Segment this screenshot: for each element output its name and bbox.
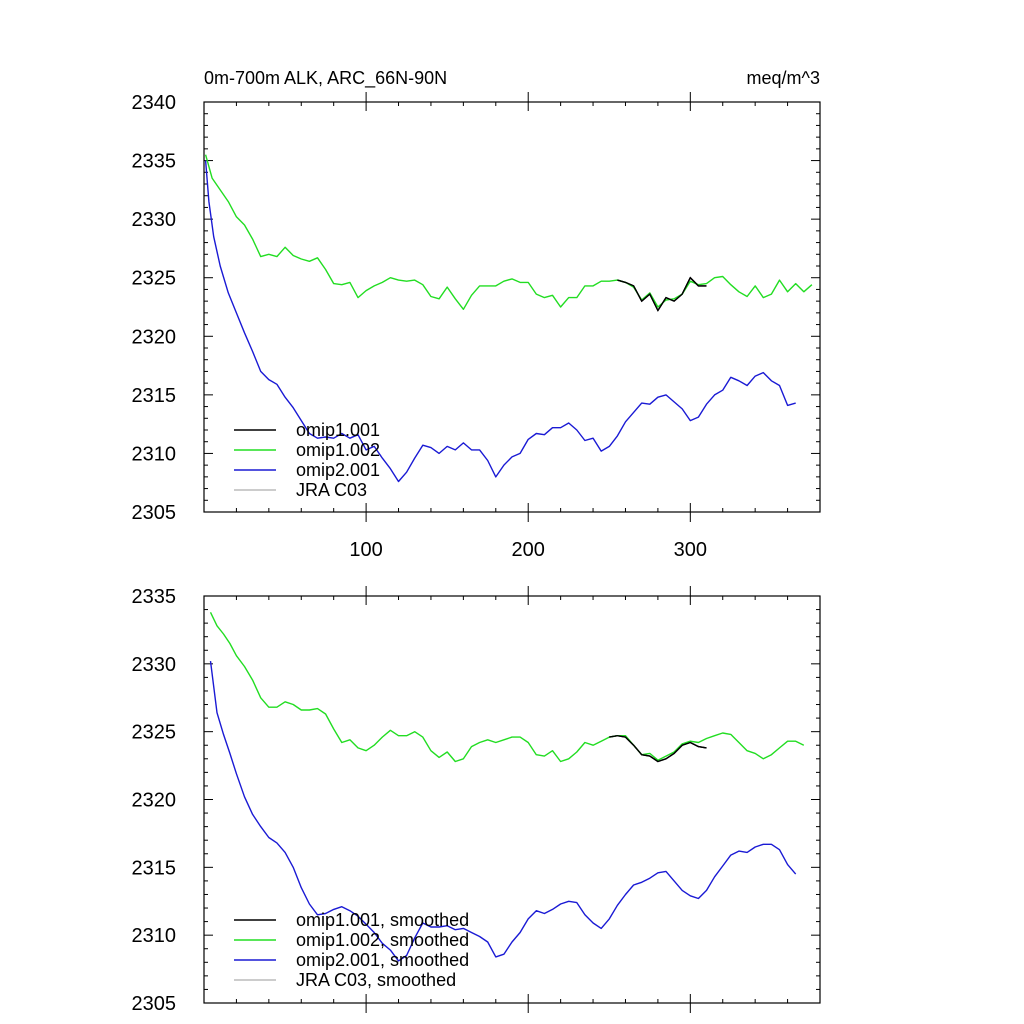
legend-label: omip2.001, smoothed <box>296 950 469 970</box>
y-tick-label: 2315 <box>132 385 177 407</box>
y-tick-label: 2305 <box>132 502 177 524</box>
y-tick-label: 2330 <box>132 209 177 231</box>
x-tick-label: 100 <box>349 539 382 561</box>
y-tick-label: 2325 <box>132 268 177 290</box>
x-tick-label: 200 <box>512 539 545 561</box>
y-tick-label: 2335 <box>132 586 177 608</box>
x-tick-label: 300 <box>674 539 707 561</box>
y-tick-label: 2310 <box>132 443 177 465</box>
legend-label: omip1.002, smoothed <box>296 930 469 950</box>
series-line-2 <box>204 160 796 483</box>
y-tick-label: 2340 <box>132 92 177 114</box>
top-panel: 2305 2310 2315 2320 2325 2330 2335 2340 100 200 30… <box>132 92 821 561</box>
y-tick-label: 2325 <box>132 722 177 744</box>
legend-label: omip1.002 <box>296 440 380 460</box>
y-tick-label: 2305 <box>132 993 177 1015</box>
series-line-1 <box>204 154 813 310</box>
bottom-panel: 2305 2310 2315 2320 2325 2330 2335 omip1.001, s… <box>132 586 821 1015</box>
y-tick-label: 2315 <box>132 857 177 879</box>
chart-units: meq/m^3 <box>747 68 820 88</box>
series-line-top-0 <box>617 276 707 312</box>
legend-label: omip2.001 <box>296 460 380 480</box>
y-tick-label: 2320 <box>132 790 177 812</box>
series-line-2 <box>209 661 797 962</box>
legend-label: omip1.001 <box>296 420 380 440</box>
y-tick-label: 2310 <box>132 925 177 947</box>
legend-label: JRA C03 <box>296 480 367 500</box>
plot-frame <box>203 101 821 513</box>
y-tick-label: 2335 <box>132 151 177 173</box>
legend-label: omip1.001, smoothed <box>296 910 469 930</box>
y-tick-label: 2330 <box>132 654 177 676</box>
chart-title: 0m-700m ALK, ARC_66N-90N <box>204 68 447 89</box>
legend-label: JRA C03, smoothed <box>296 970 456 990</box>
series-line-1 <box>209 611 805 763</box>
series-line-top-0 <box>609 734 707 763</box>
y-tick-label: 2320 <box>132 326 177 348</box>
